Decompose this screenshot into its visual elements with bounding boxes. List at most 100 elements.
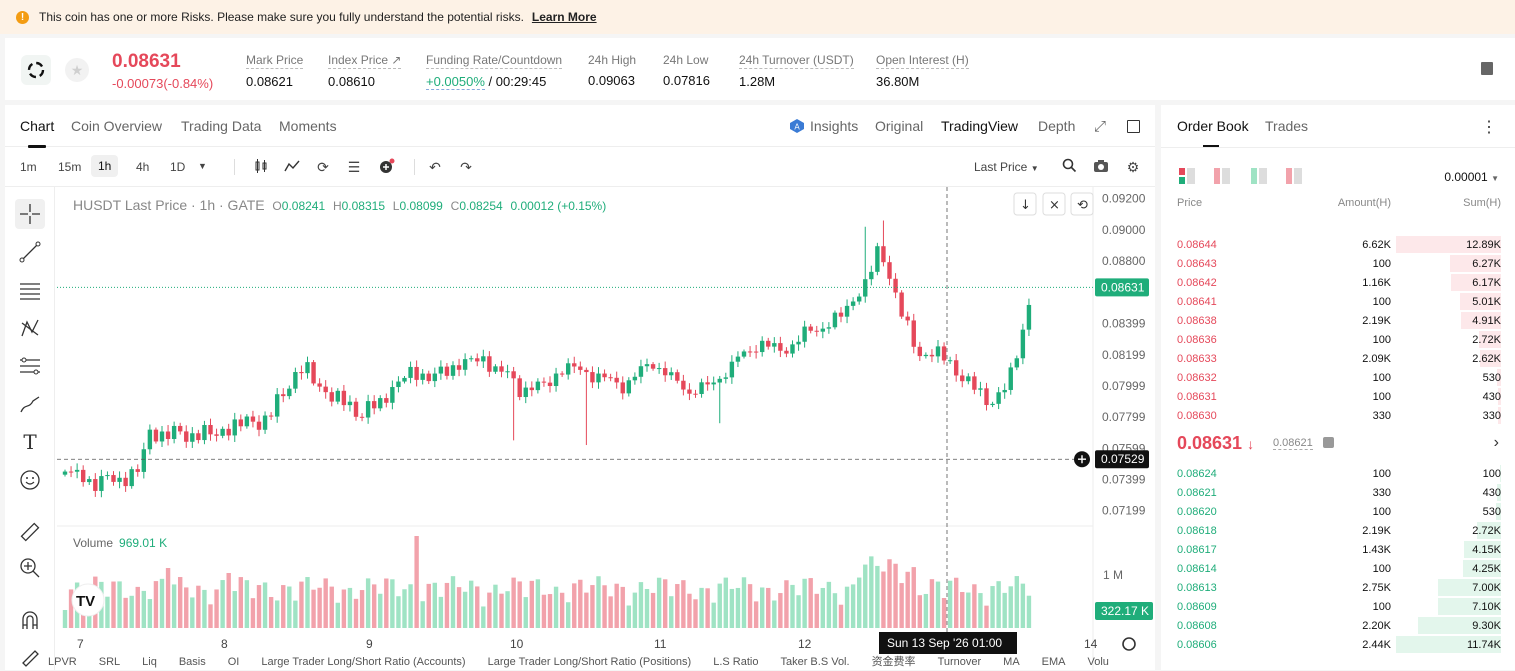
tab-original[interactable]: Original [875,118,924,134]
bid-row[interactable]: 0.08620 100 530 [1161,501,1515,520]
indicators-icon[interactable] [283,158,301,176]
indicator-item[interactable]: Large Trader Long/Short Ratio (Positions… [487,656,692,668]
bid-row[interactable]: 0.08621 330 430 [1161,482,1515,501]
ask-row[interactable]: 0.08642 1.16K 6.17K [1161,272,1515,291]
add-alert-plus [1078,455,1086,464]
text-tool-icon[interactable]: T [23,430,37,454]
template-icon[interactable]: ☰ [347,159,361,175]
stat-24h-turnover: 24h Turnover (USDT) 1.28M [739,53,854,89]
fullscreen-icon[interactable] [1127,120,1140,133]
indicator-item[interactable]: Volu [1087,656,1109,668]
fib-tool-icon[interactable] [15,275,45,305]
interval-dropdown-icon[interactable]: ▼ [198,161,207,171]
ruler-tool-icon[interactable] [15,517,45,547]
ask-row[interactable]: 0.08644 6.62K 12.89K [1161,234,1515,253]
interval-15m[interactable]: 15m [58,160,82,174]
ask-row[interactable]: 0.08636 100 2.72K [1161,329,1515,348]
more-options-icon[interactable]: ⋮ [1481,119,1497,136]
ask-amount: 2.09K [1362,353,1391,365]
prediction-tool-icon[interactable] [15,351,45,381]
redo-icon[interactable]: ↷ [460,159,472,175]
interval-1m[interactable]: 1m [20,160,37,174]
indicator-item[interactable]: 资金费率 [871,656,916,668]
bid-row[interactable]: 0.08624 100 100 [1161,463,1515,482]
stat-index-price[interactable]: Index Price ↗ 0.08610 [328,53,402,89]
candlestick-chart[interactable]: 0.09200 0.09000 0.08800 0.08399 0.08199 0.079… [57,187,1155,670]
chevron-right-icon[interactable]: › [1493,434,1499,451]
view-sells-icon[interactable] [1214,168,1232,189]
view-mixed-icon[interactable] [1286,168,1304,189]
chart-canvas[interactable]: 0.09200 0.09000 0.08800 0.08399 0.08199 0.079… [57,187,1155,670]
indicator-item[interactable]: MA [1003,656,1020,668]
tab-depth[interactable]: Depth [1038,118,1076,134]
tab-trades[interactable]: Trades [1265,118,1309,134]
price-axis-label: 0.08399 [1102,317,1146,331]
precision-select[interactable]: 0.00001 ▼ [1444,170,1499,184]
tab-tradingview[interactable]: TradingView [941,118,1019,134]
bid-row[interactable]: 0.08614 100 4.25K [1161,558,1515,577]
indicator-item[interactable]: Turnover [937,656,982,668]
ask-sum: 430 [1482,391,1501,403]
bid-row[interactable]: 0.08609 100 7.10K [1161,596,1515,615]
ask-row[interactable]: 0.08630 330 330 [1161,405,1515,424]
expand-icon[interactable]: ⤢ [1094,118,1107,135]
pencil-tool-icon[interactable] [15,641,45,671]
ask-row[interactable]: 0.08631 100 430 [1161,386,1515,405]
favorite-star-icon[interactable]: ★ [65,58,89,82]
undo-icon[interactable]: ↶ [429,159,441,175]
camera-icon[interactable] [1092,158,1110,176]
bid-row[interactable]: 0.08618 2.19K 2.72K [1161,520,1515,539]
ask-row[interactable]: 0.08633 2.09K 2.62K [1161,348,1515,367]
indicator-item[interactable]: Basis [178,656,206,668]
candle-body [481,356,486,362]
magnet-tool-icon[interactable] [15,605,45,635]
crosshair-tool-icon[interactable] [15,199,45,229]
interval-4h[interactable]: 4h [136,160,150,174]
tab-insights[interactable]: A Insights [789,118,858,134]
bid-row[interactable]: 0.08606 2.44K 11.74K [1161,634,1515,653]
ask-row[interactable]: 0.08632 100 530 [1161,367,1515,386]
tab-chart[interactable]: Chart [20,118,55,148]
add-indicator-icon[interactable] [378,158,396,176]
indicator-item[interactable]: SRL [98,656,121,668]
indicator-item[interactable]: EMA [1041,656,1066,668]
search-icon[interactable] [1060,158,1078,176]
indicator-item[interactable]: LPVR [48,656,77,668]
view-both-icon[interactable] [1179,168,1197,189]
zoom-in-icon[interactable] [15,553,45,583]
ask-row[interactable]: 0.08641 100 5.01K [1161,291,1515,310]
price-type-select[interactable]: Last Price ▼ [974,160,1039,174]
candle-type-icon[interactable] [252,158,270,176]
book-icon[interactable] [1481,62,1493,75]
bid-row[interactable]: 0.08613 2.75K 7.00K [1161,577,1515,596]
ask-row[interactable]: 0.08643 100 6.27K [1161,253,1515,272]
settings-gear-icon[interactable]: ⚙ [1126,159,1140,175]
indicator-item[interactable]: OI [227,656,240,668]
trendline-tool-icon[interactable] [15,237,45,267]
learn-more-link[interactable]: Learn More [531,10,597,24]
volume-bar [365,578,371,628]
tab-moments[interactable]: Moments [279,118,337,134]
indicator-item[interactable]: L.S Ratio [713,656,759,668]
bid-row[interactable]: 0.08608 2.20K 9.30K [1161,615,1515,634]
view-buys-icon[interactable] [1251,168,1269,189]
indicator-item[interactable]: Large Trader Long/Short Ratio (Accounts) [261,656,466,668]
indicator-item[interactable]: Taker B.S Vol. [780,656,850,668]
tab-coin-overview[interactable]: Coin Overview [71,118,163,134]
pattern-tool-icon[interactable] [15,313,45,343]
bid-row[interactable]: 0.08617 1.43K 4.15K [1161,539,1515,558]
emoji-tool-icon[interactable] [15,465,45,495]
ask-sum: 2.62K [1472,353,1501,365]
interval-1d[interactable]: 1D [170,160,186,174]
tab-trading-data[interactable]: Trading Data [181,118,262,134]
stat-label: Index Price ↗ [328,53,402,69]
indicator-item[interactable]: Liq [142,656,157,668]
replay-icon[interactable]: ⟳ [317,159,329,175]
brush-tool-icon[interactable] [15,389,45,419]
candle-body [208,424,213,435]
interval-1h[interactable]: 1h [91,155,119,177]
candle-body [850,301,856,306]
ask-row[interactable]: 0.08638 2.19K 4.91K [1161,310,1515,329]
bid-price: 0.08617 [1177,544,1217,556]
tab-order-book[interactable]: Order Book [1177,118,1249,148]
